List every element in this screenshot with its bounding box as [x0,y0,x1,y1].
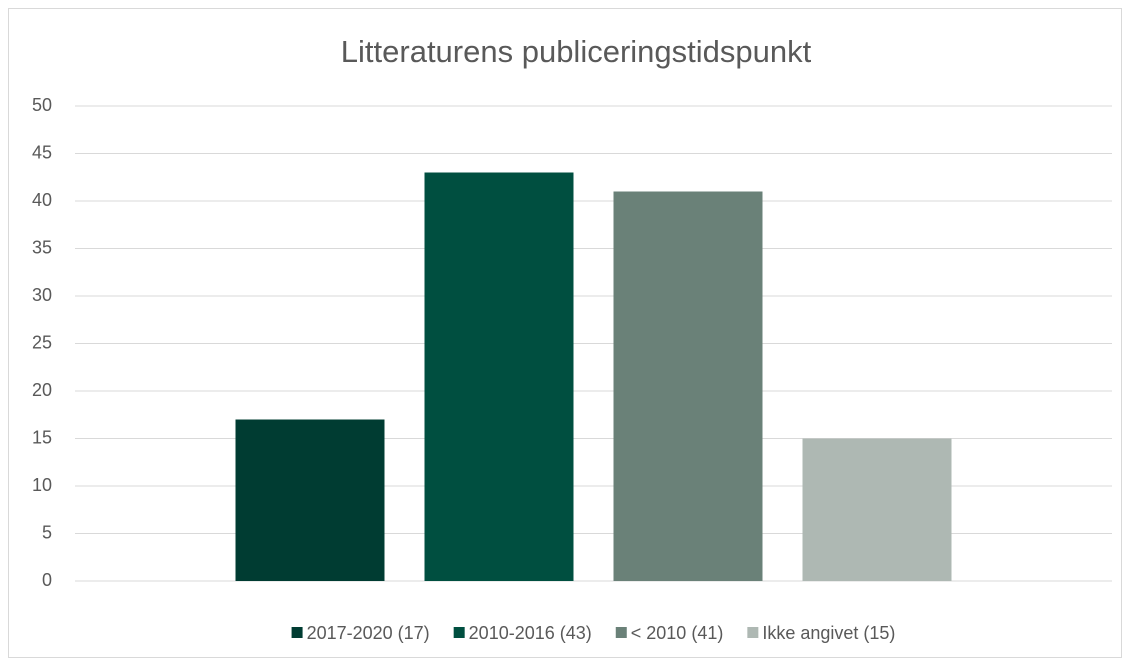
y-tick-label: 20 [32,380,52,400]
chart-title: Litteraturens publiceringstidspunkt [341,34,812,69]
y-tick-label: 25 [32,332,52,352]
y-tick-label: 15 [32,427,52,447]
bar [424,172,574,581]
legend-label: Ikke angivet (15) [762,623,895,643]
legend-swatch [747,627,759,638]
legend-swatch [453,627,465,638]
bar [235,419,385,581]
y-tick-label: 5 [42,522,52,542]
bar [802,438,952,581]
y-tick-label: 50 [32,95,52,115]
legend-label: 2010-2016 (43) [469,623,592,643]
y-tick-label: 45 [32,142,52,162]
y-tick-label: 40 [32,190,52,210]
y-tick-label: 0 [42,570,52,590]
bar [613,191,763,581]
y-tick-label: 30 [32,285,52,305]
y-tick-label: 35 [32,237,52,257]
legend-label: < 2010 (41) [631,623,724,643]
legend-swatch [615,627,627,638]
legend-label: 2017-2020 (17) [307,623,430,643]
y-tick-label: 10 [32,475,52,495]
legend-swatch [291,627,303,638]
